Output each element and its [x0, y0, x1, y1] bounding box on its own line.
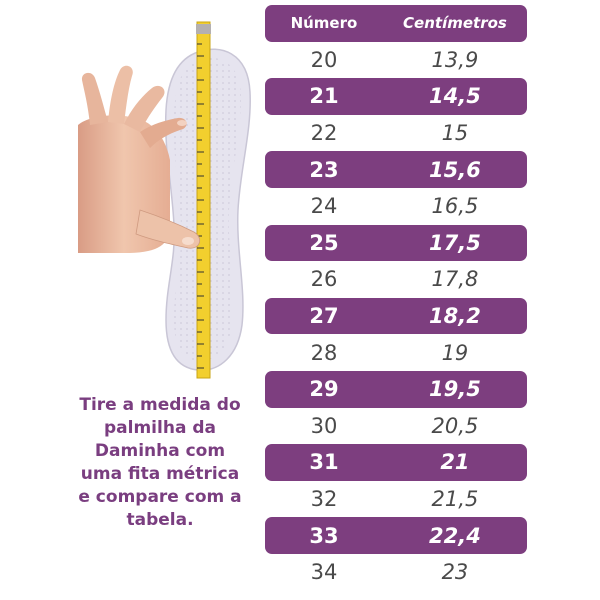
- caption-line: e compare com a: [78, 487, 242, 507]
- size-centimeters: 17,8: [431, 267, 479, 292]
- size-centimeters: 15: [441, 121, 469, 146]
- table-header: Número Centímetros: [265, 5, 527, 42]
- size-number: 25: [309, 230, 339, 255]
- caption-line: Tire a medida do: [79, 395, 241, 415]
- size-centimeters: 13,9: [431, 47, 479, 72]
- table-row: 33 22,4: [265, 517, 527, 554]
- size-number: 31: [309, 450, 339, 475]
- size-number: 23: [309, 157, 339, 182]
- hand-icon: [78, 65, 201, 253]
- size-number: 32: [310, 487, 338, 512]
- header-number: Número: [290, 14, 358, 33]
- header-centimeters: Centímetros: [403, 14, 507, 33]
- table-row: 31 21: [265, 444, 527, 481]
- table-row: 25 17,5: [265, 224, 527, 262]
- size-number: 21: [309, 84, 339, 109]
- size-number: 30: [310, 413, 338, 438]
- size-number: 29: [309, 377, 339, 402]
- size-centimeters: 15,6: [429, 157, 481, 182]
- size-number: 27: [309, 304, 339, 329]
- instruction-caption: Tire a medida do palmilha da Daminha com…: [60, 394, 260, 532]
- table-row: 23 15,6: [265, 151, 527, 188]
- table-row: 26 17,8: [265, 261, 527, 298]
- size-number: 22: [310, 121, 338, 146]
- table-row: 32 21,5: [265, 480, 527, 518]
- size-number: 33: [309, 523, 339, 548]
- measuring-tape-icon: [196, 21, 211, 379]
- size-centimeters: 21,5: [431, 487, 479, 512]
- table-row: 30 20,5: [265, 407, 527, 445]
- size-centimeters: 21: [440, 450, 470, 475]
- table-row: 28 19: [265, 334, 527, 371]
- size-number: 26: [310, 267, 338, 292]
- table-row: 27 18,2: [265, 297, 527, 335]
- size-table: Número Centímetros 20 13,9 21 14,5 22 15 23 15,…: [265, 5, 527, 591]
- table-body: 20 13,9 21 14,5 22 15 23 15,6 24 16,5 25 17,5 26 17,8…: [265, 41, 527, 591]
- table-row: 22 15: [265, 114, 527, 152]
- size-centimeters: 23: [441, 560, 469, 585]
- size-centimeters: 18,2: [429, 304, 481, 329]
- size-centimeters: 19,5: [429, 377, 481, 402]
- size-number: 34: [310, 560, 338, 585]
- measurement-illustration: [70, 20, 270, 390]
- caption-line: uma fita métrica: [80, 464, 240, 484]
- size-centimeters: 17,5: [429, 230, 481, 255]
- size-number: 20: [310, 47, 338, 72]
- size-centimeters: 22,4: [429, 523, 481, 548]
- table-row: 21 14,5: [265, 78, 527, 115]
- table-row: 24 16,5: [265, 187, 527, 225]
- size-centimeters: 16,5: [431, 194, 479, 219]
- size-centimeters: 14,5: [429, 84, 481, 109]
- size-number: 24: [310, 194, 338, 219]
- table-row: 34 23: [265, 553, 527, 591]
- caption-line: tabela.: [126, 510, 194, 530]
- size-centimeters: 19: [441, 340, 469, 365]
- table-row: 20 13,9: [265, 41, 527, 79]
- size-centimeters: 20,5: [431, 413, 479, 438]
- size-number: 28: [310, 340, 338, 365]
- table-row: 29 19,5: [265, 370, 527, 408]
- caption-line: Daminha com: [94, 441, 226, 461]
- caption-line: palmilha da: [104, 418, 216, 438]
